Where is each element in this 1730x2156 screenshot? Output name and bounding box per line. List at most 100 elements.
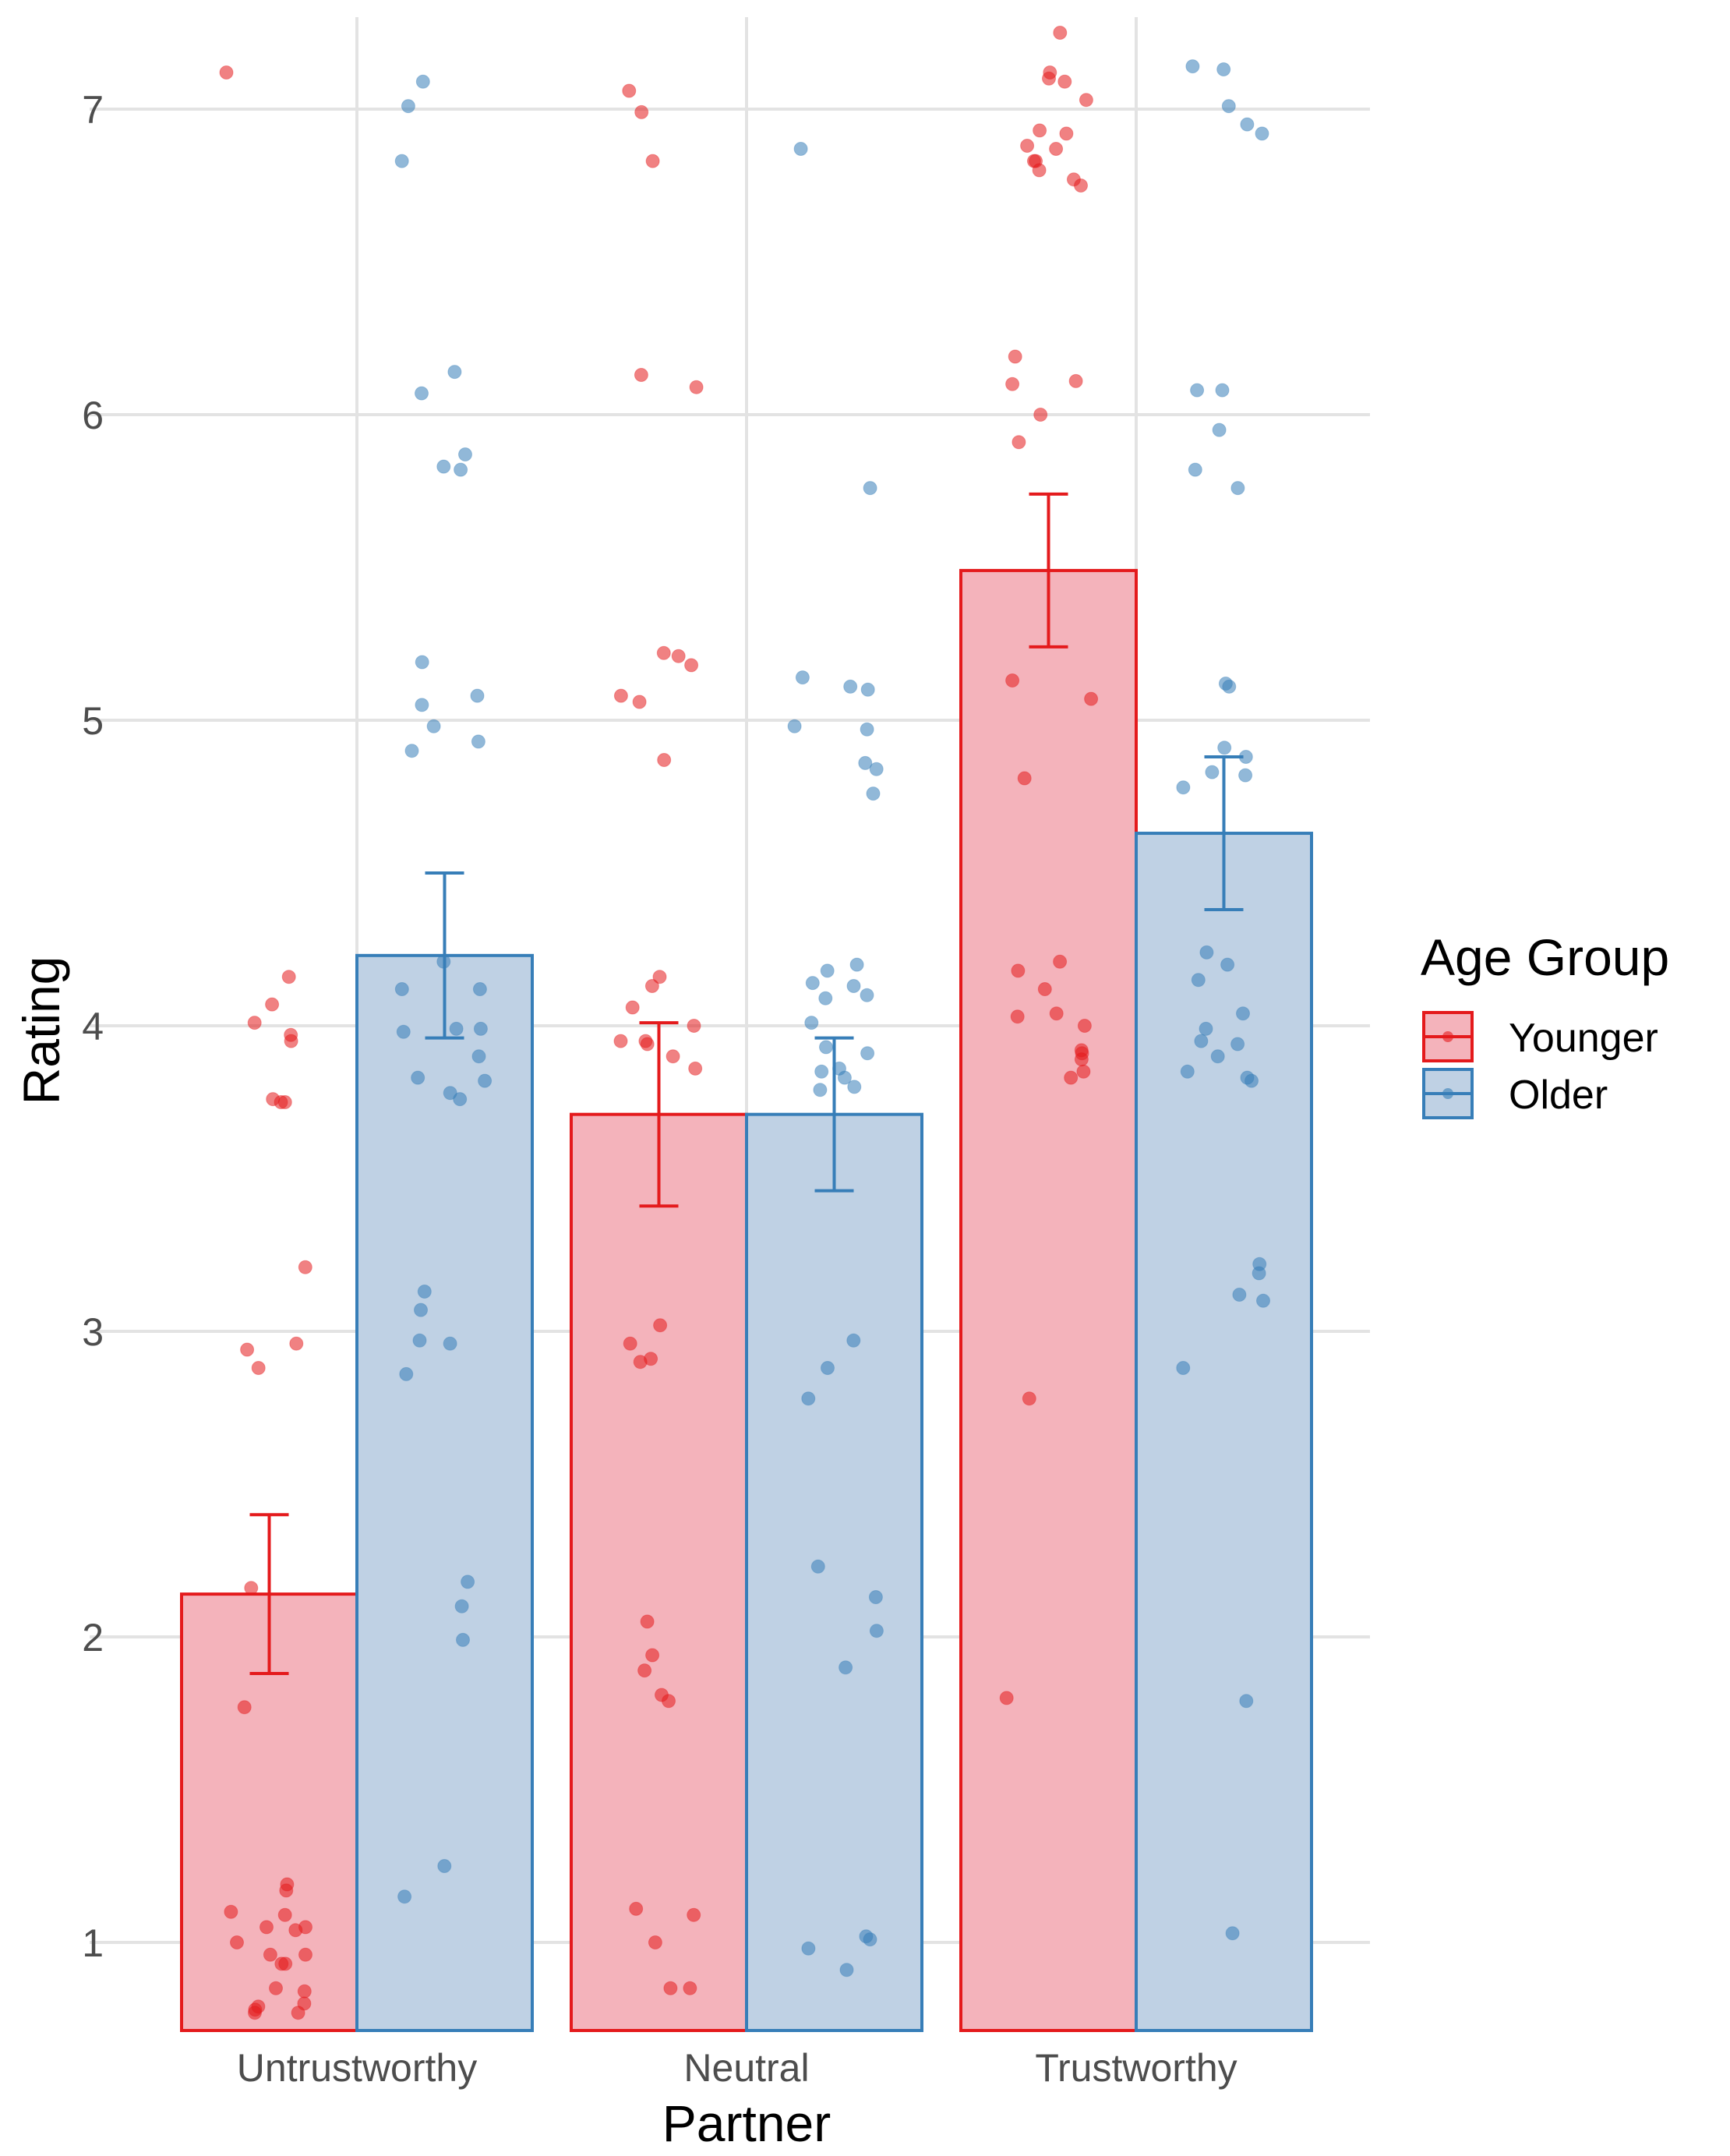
- point-younger: [633, 1355, 648, 1370]
- point-younger: [291, 2006, 305, 2020]
- point-younger: [274, 1956, 289, 1971]
- point-younger: [613, 688, 628, 703]
- point-older: [1199, 945, 1214, 960]
- y-tick-label: 2: [82, 1616, 104, 1659]
- point-older: [454, 1599, 469, 1613]
- legend-item-younger: Younger: [1422, 1011, 1658, 1062]
- point-younger: [634, 104, 649, 119]
- legend-key-older-point: [1442, 1088, 1453, 1099]
- point-older: [1215, 383, 1230, 398]
- point-older: [449, 1021, 464, 1036]
- point-older: [860, 988, 874, 1002]
- point-older: [470, 688, 485, 703]
- point-younger: [687, 1907, 701, 1922]
- y-tick-label: 1: [82, 1921, 104, 1965]
- point-older: [801, 1391, 816, 1406]
- point-younger: [684, 658, 699, 673]
- point-older: [396, 1024, 411, 1039]
- point-younger: [1059, 126, 1074, 141]
- x-axis-title: Partner: [662, 2094, 831, 2152]
- point-younger: [260, 1920, 274, 1935]
- point-older: [843, 679, 858, 694]
- point-younger: [1005, 376, 1020, 391]
- point-older: [813, 1083, 828, 1097]
- errorbar-older-untrustworthy: [425, 871, 464, 1040]
- point-younger: [247, 1016, 262, 1030]
- point-older: [414, 1302, 428, 1317]
- point-older: [394, 982, 409, 996]
- point-older: [839, 1963, 854, 1978]
- bar-younger-trustworthy: [959, 568, 1138, 2032]
- point-older: [1191, 973, 1206, 988]
- point-older: [819, 1040, 833, 1055]
- point-younger: [623, 1336, 637, 1351]
- point-younger: [1079, 93, 1093, 108]
- point-older: [461, 1575, 475, 1589]
- point-younger: [284, 1034, 298, 1048]
- errorbar-younger-neutral: [639, 1021, 679, 1208]
- point-older: [820, 963, 835, 978]
- point-older: [401, 99, 415, 114]
- point-older: [805, 976, 820, 991]
- point-younger: [281, 970, 296, 984]
- point-younger: [687, 1019, 701, 1033]
- point-younger: [1033, 123, 1047, 138]
- point-older: [453, 1092, 468, 1107]
- point-younger: [274, 1095, 288, 1109]
- point-younger: [1005, 673, 1020, 687]
- point-younger: [1084, 691, 1099, 706]
- point-younger: [657, 753, 672, 767]
- point-younger: [637, 1663, 652, 1678]
- y-tick-label: 6: [82, 394, 104, 437]
- point-younger: [1049, 1006, 1064, 1021]
- point-younger: [1022, 1391, 1036, 1406]
- errorbar-older-trustworthy: [1204, 755, 1244, 912]
- point-older: [1252, 1266, 1266, 1281]
- point-younger: [289, 1336, 304, 1351]
- point-older: [1199, 1021, 1213, 1036]
- point-younger: [666, 1049, 680, 1064]
- points-layer: [219, 26, 1270, 2020]
- point-older: [795, 670, 810, 685]
- point-older: [399, 1366, 414, 1381]
- legend-key-younger-point: [1442, 1031, 1453, 1042]
- point-younger: [644, 979, 659, 993]
- point-younger: [1011, 963, 1026, 978]
- point-younger: [1057, 74, 1072, 89]
- legend: Age Group Younger Older: [1421, 928, 1669, 1119]
- point-older: [1256, 1293, 1270, 1308]
- point-older: [1176, 780, 1191, 795]
- point-older: [793, 142, 808, 156]
- y-axis-title: Rating: [12, 956, 70, 1105]
- point-older: [1180, 1064, 1195, 1079]
- point-older: [411, 1070, 425, 1085]
- point-younger: [645, 1648, 660, 1663]
- point-younger: [1049, 142, 1064, 156]
- point-older: [443, 1336, 457, 1351]
- point-older: [866, 786, 881, 801]
- x-tick-label: Untrustworthy: [237, 2046, 477, 2090]
- point-older: [394, 154, 409, 168]
- point-younger: [1008, 349, 1022, 364]
- point-older: [846, 1333, 861, 1348]
- bar-older-neutral: [745, 1112, 923, 2032]
- point-younger: [648, 1935, 662, 1949]
- point-older: [1210, 1049, 1225, 1064]
- point-older: [397, 1889, 412, 1904]
- point-older: [1220, 957, 1235, 972]
- point-older: [454, 462, 468, 477]
- point-older: [860, 682, 875, 697]
- point-younger: [279, 1883, 294, 1898]
- point-older: [868, 1590, 883, 1604]
- bar-younger-neutral: [570, 1112, 748, 2032]
- point-older: [426, 719, 441, 733]
- point-older: [863, 481, 877, 496]
- point-younger: [224, 1904, 238, 1919]
- point-younger: [288, 1923, 303, 1938]
- point-older: [456, 1632, 470, 1647]
- point-older: [810, 1559, 825, 1574]
- point-younger: [219, 65, 234, 80]
- point-younger: [298, 1260, 312, 1274]
- point-older: [1194, 1034, 1209, 1048]
- point-older: [1236, 1006, 1250, 1021]
